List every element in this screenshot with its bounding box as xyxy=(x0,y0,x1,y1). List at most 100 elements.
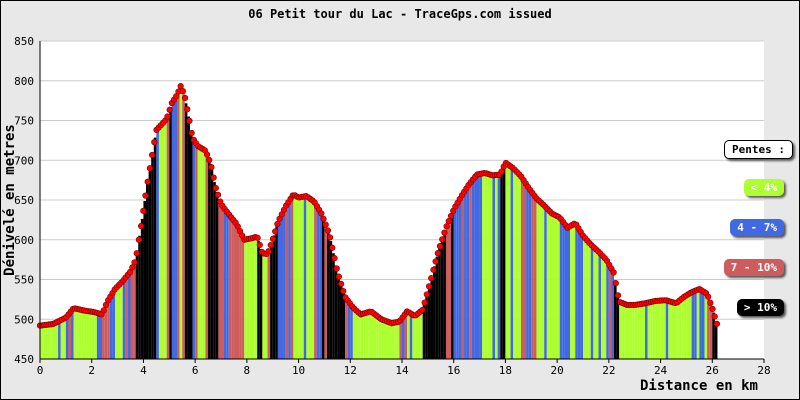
slope-band xyxy=(45,324,48,359)
elevation-marker xyxy=(272,228,279,235)
slope-band xyxy=(614,280,617,359)
slope-band xyxy=(670,302,674,359)
slope-band xyxy=(288,200,291,359)
slope-band xyxy=(551,214,555,359)
x-tick-label: 10 xyxy=(292,364,305,377)
slope-band xyxy=(303,196,307,359)
x-tick-label: 4 xyxy=(140,364,147,377)
slope-band xyxy=(267,250,271,359)
slope-band xyxy=(608,266,612,359)
slope-band xyxy=(404,313,408,359)
slope-band xyxy=(166,114,170,359)
slope-band xyxy=(342,292,346,359)
slope-band xyxy=(125,276,128,359)
elevation-marker xyxy=(256,241,263,249)
slope-band xyxy=(355,310,359,359)
slope-band xyxy=(283,209,286,359)
slope-band xyxy=(686,294,690,359)
slope-band xyxy=(127,273,131,359)
slope-band xyxy=(365,312,369,359)
slope-band xyxy=(161,123,165,360)
slope-band xyxy=(427,285,431,359)
slope-band xyxy=(420,310,423,359)
slope-band xyxy=(122,279,126,359)
slope-band xyxy=(502,165,506,359)
elevation-marker xyxy=(421,299,428,306)
slope-band xyxy=(417,312,421,359)
slope-band xyxy=(182,92,185,359)
elevation-marker xyxy=(318,210,325,217)
slope-band xyxy=(409,313,413,359)
slope-band xyxy=(164,120,167,360)
elevation-marker xyxy=(140,207,147,214)
slope-band xyxy=(440,239,444,359)
elevation-marker xyxy=(151,139,158,146)
slope-band xyxy=(135,251,139,359)
slope-band xyxy=(541,204,545,359)
y-tick-label: 700 xyxy=(14,154,34,167)
slope-band xyxy=(425,295,428,359)
slope-band xyxy=(350,305,353,359)
slope-band xyxy=(239,231,242,359)
slope-band xyxy=(334,265,338,359)
slope-band xyxy=(146,184,149,359)
slope-band xyxy=(376,316,379,359)
slope-band xyxy=(632,304,635,359)
slope-band xyxy=(624,304,627,359)
slope-band xyxy=(311,200,315,359)
slope-band xyxy=(443,231,446,359)
slope-band xyxy=(156,128,159,359)
slope-band xyxy=(466,186,470,359)
slope-band xyxy=(290,196,294,359)
elevation-marker xyxy=(439,236,446,243)
slope-band xyxy=(177,91,180,359)
slope-band xyxy=(378,318,382,359)
slope-band xyxy=(285,204,289,359)
slope-band xyxy=(681,298,684,359)
elevation-marker xyxy=(210,174,217,181)
slope-band xyxy=(226,212,229,359)
slope-band xyxy=(598,253,602,359)
slope-band xyxy=(562,222,565,359)
elevation-marker xyxy=(274,220,281,228)
y-tick-labels: 450 500 550 600 650 700 750 800 850 xyxy=(14,35,34,366)
elevation-marker xyxy=(709,305,716,313)
y-tick-label: 650 xyxy=(14,194,34,207)
x-tick-label: 22 xyxy=(602,364,615,377)
slope-band xyxy=(218,200,221,359)
slope-band xyxy=(94,312,97,359)
elevation-marker xyxy=(146,165,153,172)
slope-band xyxy=(368,311,371,359)
slope-band xyxy=(205,153,209,359)
elevation-marker xyxy=(214,191,222,198)
slope-band xyxy=(184,103,188,360)
slope-band xyxy=(68,312,72,359)
slope-band xyxy=(301,196,304,359)
slope-band xyxy=(215,192,219,359)
slope-band xyxy=(332,253,335,359)
slope-band xyxy=(621,303,625,359)
slope-band xyxy=(474,176,477,359)
slope-band xyxy=(585,240,589,359)
slope-band xyxy=(233,222,237,359)
slope-band xyxy=(73,308,77,359)
slope-band xyxy=(71,309,74,359)
elevation-marker xyxy=(254,234,261,241)
elevation-marker xyxy=(188,129,195,137)
slope-band xyxy=(210,169,214,359)
slope-band xyxy=(347,302,351,359)
slope-band xyxy=(652,301,656,359)
elevation-marker xyxy=(436,243,444,250)
slope-band xyxy=(476,174,480,359)
x-tick-label: 2 xyxy=(88,364,95,377)
elevation-marker xyxy=(179,87,186,95)
slope-band xyxy=(523,182,527,359)
slope-band xyxy=(495,174,498,359)
slope-band xyxy=(515,172,519,359)
slope-band xyxy=(241,237,245,359)
elevation-marker xyxy=(338,280,345,287)
slope-band xyxy=(448,218,452,359)
slope-band xyxy=(337,275,340,359)
y-tick-label: 550 xyxy=(14,274,34,287)
